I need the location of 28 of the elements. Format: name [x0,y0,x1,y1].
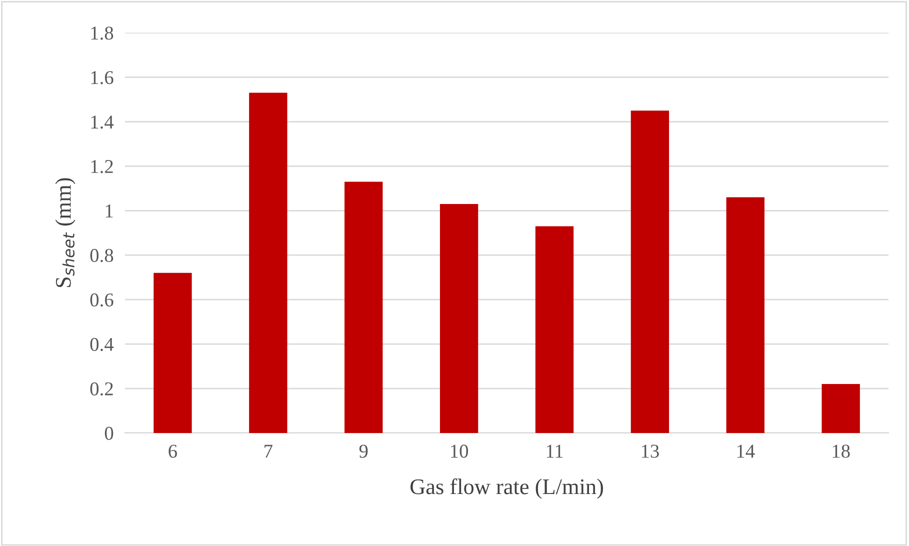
bar [249,92,288,433]
x-tick-label: 9 [359,444,368,458]
bar [535,226,574,433]
bar [154,272,192,433]
x-axis-title: Gas flow rate (L/min) [410,478,603,499]
y-tick-label: 0.8 [90,248,114,262]
x-tick-label: 10 [451,444,468,458]
x-tick-label: 6 [168,444,177,458]
x-tick-label: 14 [737,444,755,458]
y-tick-label: 1.6 [91,71,114,84]
bar [344,182,383,433]
y-axis-title: S$_{sheet}$ (mm) [55,178,76,288]
y-tick-label: 0 [104,426,114,440]
x-tick-label: 11 [546,444,563,458]
y-tick-label: 1.2 [91,160,113,174]
bar [440,204,478,433]
x-tick-label: 18 [832,444,850,458]
x-tick-label: 7 [264,444,272,458]
y-tick-label: 1 [106,204,113,218]
y-tick-label: 1.8 [91,26,114,40]
bar [630,110,670,433]
bar [726,197,764,433]
y-tick-label: 0.6 [90,293,114,307]
x-tick-label: 13 [642,444,659,458]
bar [822,384,860,433]
y-tick-label: 0.4 [90,338,114,352]
y-tick-label: 0.2 [90,382,113,396]
y-tick-label: 1.4 [91,116,114,129]
